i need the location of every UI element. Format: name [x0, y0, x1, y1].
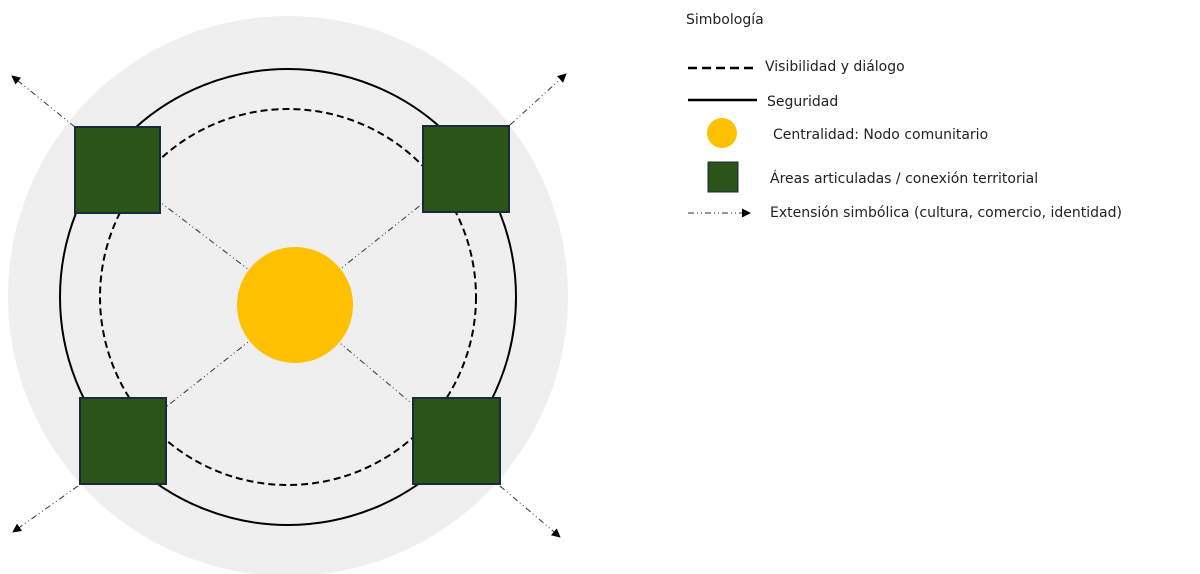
area-square	[79, 397, 167, 485]
legend-circle	[707, 118, 737, 148]
legend-title: Simbología	[686, 12, 764, 28]
legend-label: Visibilidad y diálogo	[765, 59, 905, 75]
area-square	[74, 126, 161, 214]
extension-arrow	[12, 485, 79, 533]
legend-label: Centralidad: Nodo comunitario	[773, 127, 988, 143]
extension-arrow	[509, 73, 567, 126]
area-square	[412, 397, 501, 485]
extension-arrow	[11, 75, 76, 128]
security-ring	[59, 68, 517, 526]
legend-label: Extensión simbólica (cultura, comercio, …	[770, 205, 1122, 221]
visibility-ring	[99, 108, 477, 486]
extension-arrow	[499, 485, 561, 538]
legend-label: Áreas articuladas / conexión territorial	[770, 170, 1038, 187]
area-square	[422, 125, 510, 213]
legend-label: Seguridad	[767, 94, 838, 110]
community-node	[237, 247, 353, 363]
legend-square	[707, 161, 739, 193]
